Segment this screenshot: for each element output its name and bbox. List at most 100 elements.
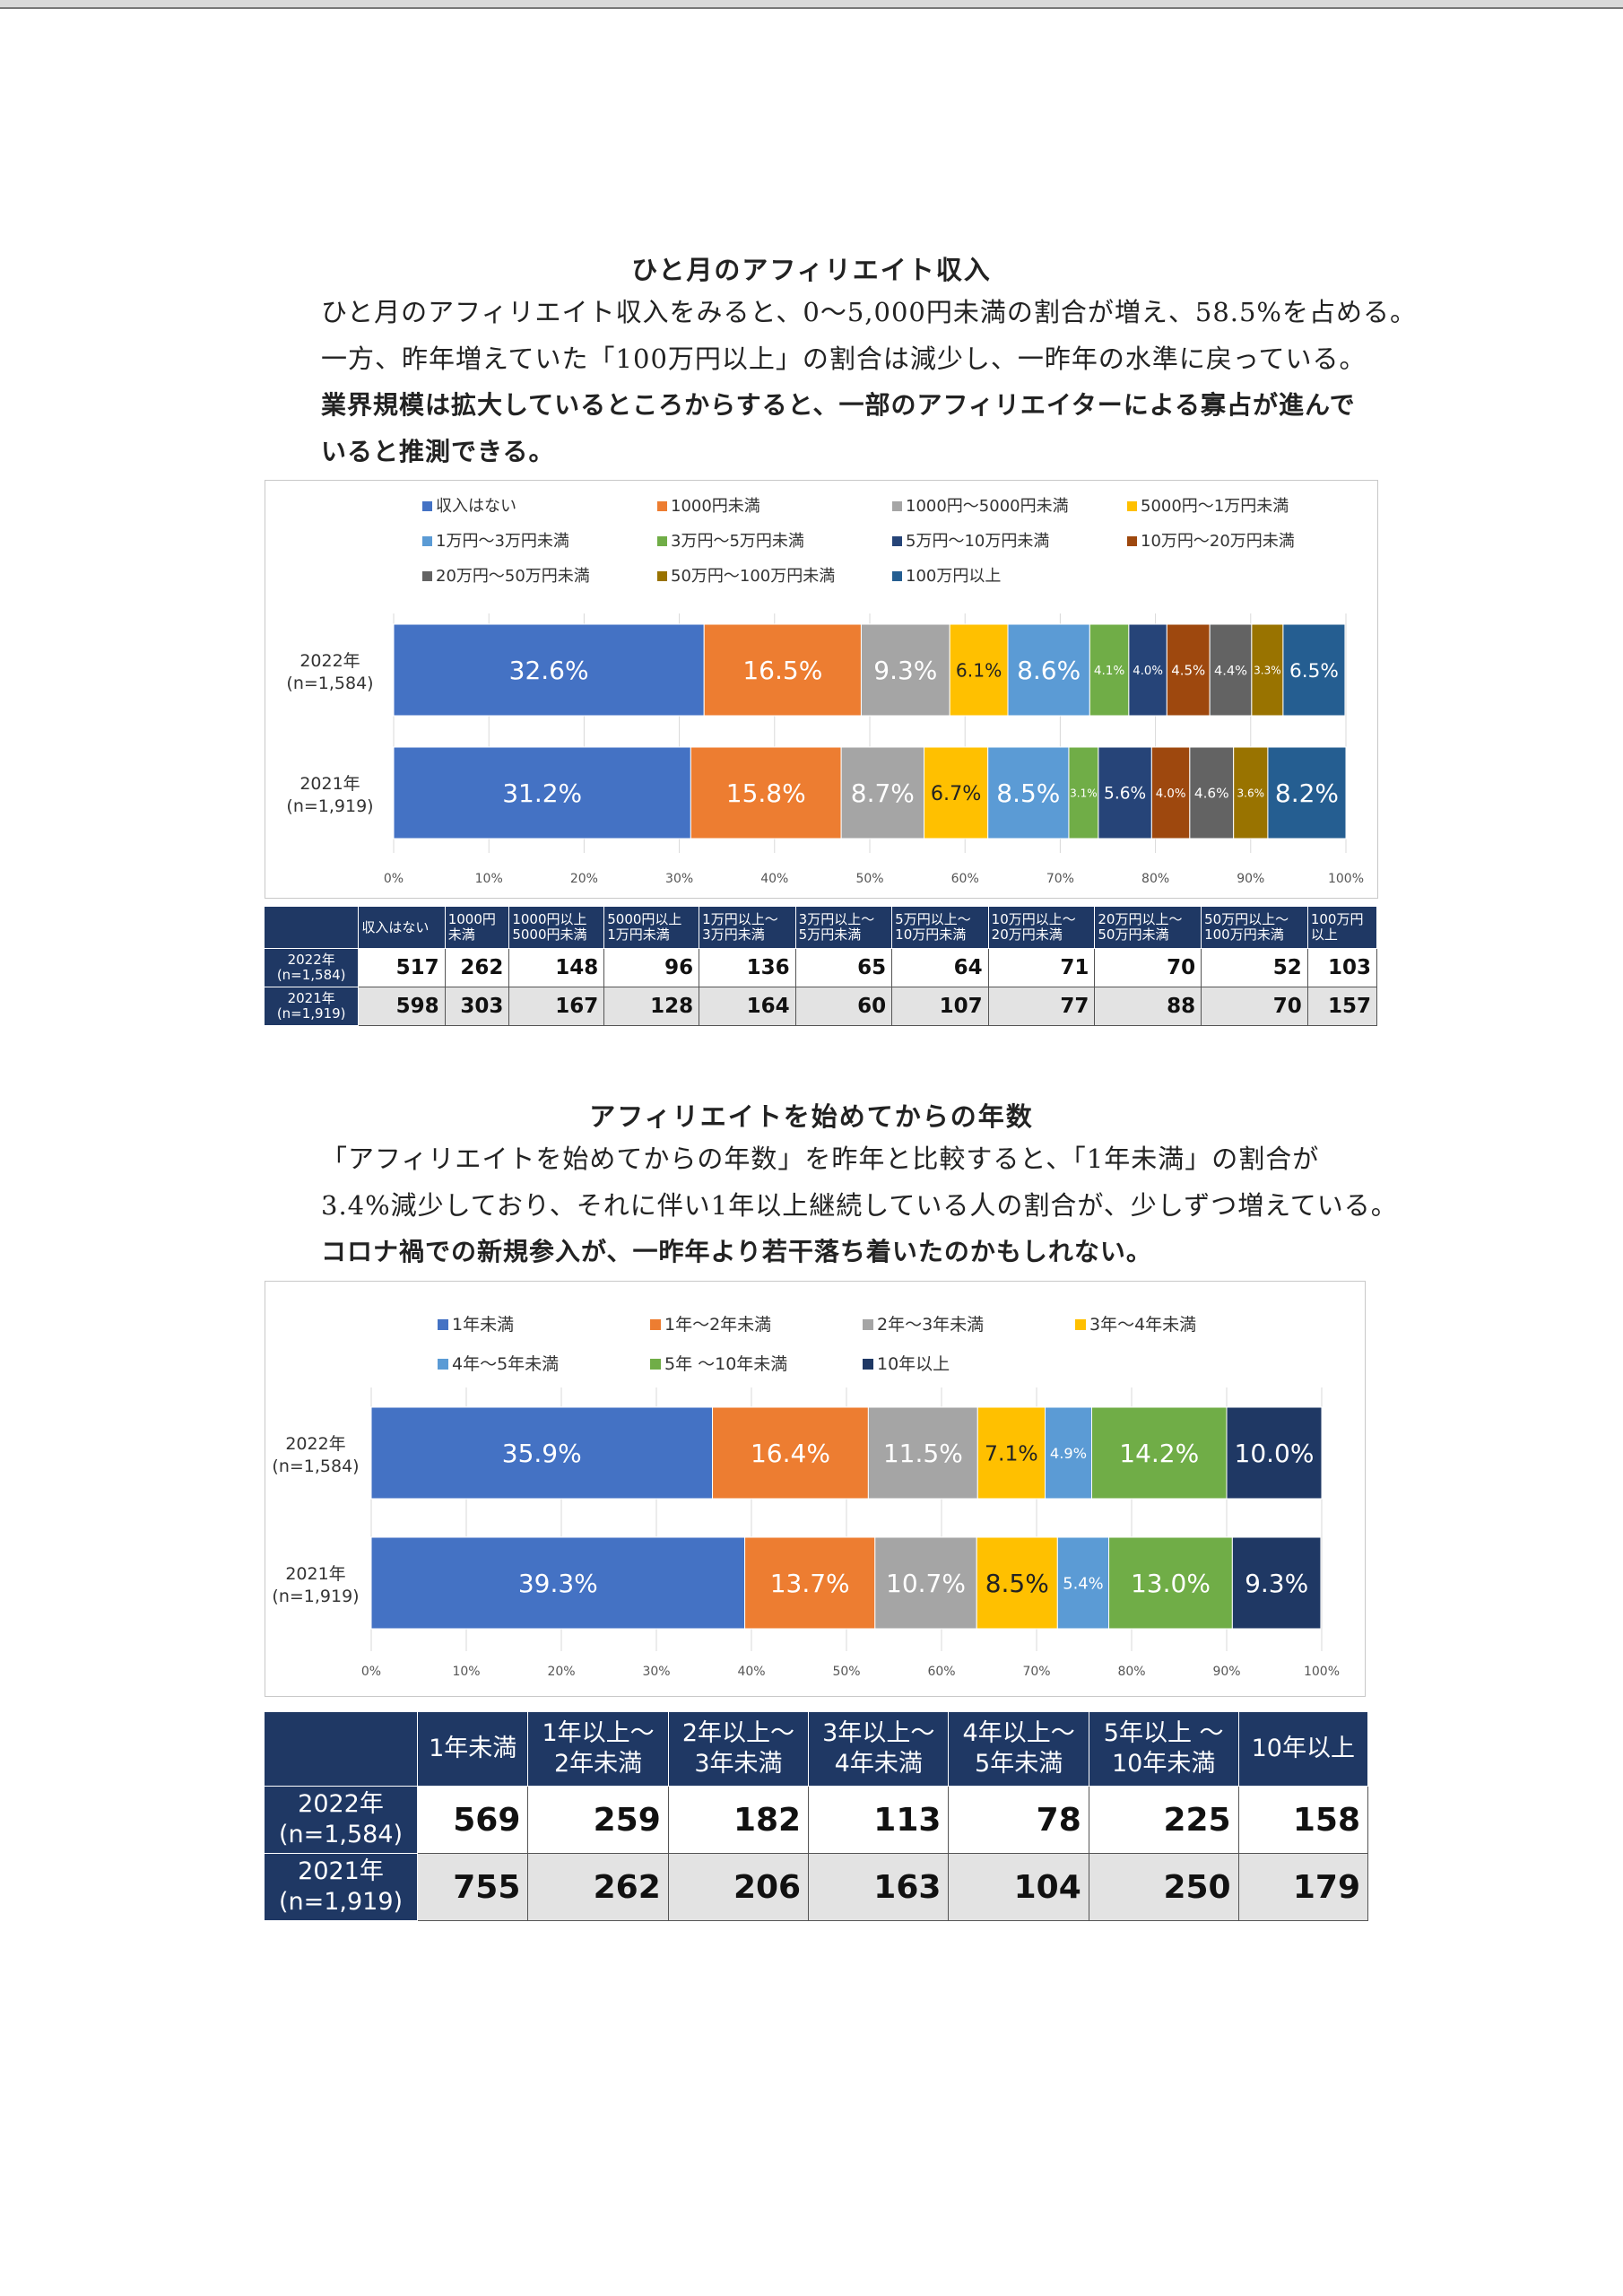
data-label: 6.7%	[931, 782, 981, 805]
data-label: 8.2%	[1275, 778, 1339, 808]
bar-segment	[712, 1406, 869, 1500]
bar-segment	[976, 1536, 1058, 1630]
column-header: 1000円 未満	[444, 906, 510, 949]
data-label: 4.6%	[1194, 785, 1229, 801]
data-label: 5.4%	[1063, 1574, 1103, 1593]
table-cell: 225	[1088, 1786, 1239, 1854]
category-label: 2021年(n=1,919)	[286, 774, 373, 816]
bar-segment	[1098, 746, 1152, 839]
data-label: 15.8%	[726, 778, 806, 808]
section2-line3: コロナ禍での新規参入が、一昨年より若干落ち着いたのかもしれない。	[321, 1237, 1152, 1266]
legend-swatch	[657, 501, 667, 511]
bar-segment	[874, 1536, 977, 1630]
x-tick-label: 100%	[1304, 1665, 1340, 1679]
income-table: 収入はない 1000円 未満 1000円以上 5000円未満 5000円以上 1万円未満 1万…	[263, 906, 1378, 1026]
x-tick-label: 100%	[1328, 872, 1364, 886]
data-label: 13.0%	[1131, 1569, 1211, 1598]
legend-label: 100万円以上	[906, 567, 1001, 586]
legend-label: 1万円〜3万円未満	[436, 532, 569, 551]
table-cell: 113	[808, 1786, 950, 1854]
bar-segment	[1233, 746, 1269, 839]
data-label: 32.6%	[509, 656, 589, 685]
table-cell: 250	[1088, 1853, 1239, 1921]
data-label: 39.3%	[518, 1569, 598, 1598]
legend-label: 収入はない	[436, 497, 516, 516]
legend-label: 1年〜2年未満	[664, 1315, 771, 1335]
bar-segment	[1056, 1536, 1110, 1630]
legend-swatch	[422, 571, 432, 581]
data-label: 14.2%	[1119, 1439, 1199, 1468]
table-cell: 182	[667, 1786, 810, 1854]
bar-segment	[1045, 1406, 1092, 1500]
section1-line4: いると推測できる。	[321, 437, 555, 466]
bar-segment	[393, 623, 705, 717]
table-cell: 167	[508, 987, 605, 1026]
column-header: 5万円以上〜 10万円未満	[891, 906, 989, 949]
legend-swatch	[892, 501, 902, 511]
table-corner	[264, 1711, 418, 1787]
category-label: 2021年(n=1,919)	[272, 1564, 359, 1606]
table-cell: 107	[891, 987, 989, 1026]
table-cell: 157	[1306, 987, 1378, 1026]
bar-segment	[860, 623, 950, 717]
table-cell: 569	[416, 1786, 529, 1854]
column-header: 1000円以上 5000円未満	[508, 906, 605, 949]
table-cell: 104	[948, 1853, 1089, 1921]
scan-top-edge	[0, 0, 1623, 9]
table-cell: 136	[699, 948, 796, 987]
x-tick-label: 20%	[547, 1665, 575, 1679]
row-header: 2021年 (n=1,919)	[264, 1853, 418, 1921]
bar-segment	[1209, 623, 1253, 717]
table-cell: 65	[794, 948, 893, 987]
data-label: 4.0%	[1133, 665, 1163, 678]
years-chart: 1年未満 1年〜2年未満 2年〜3年未満 3年〜4年未満 4年〜5年未満 5年 〜10年未…	[265, 1281, 1366, 1697]
column-header: 1年以上〜 2年未満	[527, 1711, 669, 1787]
data-label: 4.5%	[1171, 662, 1205, 678]
x-tick-label: 60%	[951, 872, 979, 886]
bar-segment	[1068, 746, 1099, 839]
table-row: 2021年 (n=1,919) 598 303 167 128 164 60 107 77 88 70…	[263, 987, 1378, 1026]
x-tick-label: 60%	[927, 1665, 955, 1679]
x-tick-label: 50%	[832, 1665, 860, 1679]
table-corner	[263, 906, 360, 949]
table-cell: 52	[1201, 948, 1308, 987]
data-label: 4.4%	[1214, 663, 1247, 678]
x-tick-label: 10%	[452, 1665, 480, 1679]
years-chart-svg: 1年未満 1年〜2年未満 2年〜3年未満 3年〜4年未満 4年〜5年未満 5年 〜10年未…	[272, 1315, 1340, 1679]
legend-swatch	[657, 571, 667, 581]
legend-label: 3万円〜5万円未満	[671, 532, 804, 551]
x-tick-label: 90%	[1212, 1665, 1240, 1679]
legend-label: 3年〜4年未満	[1089, 1315, 1196, 1335]
bar-segment	[690, 746, 842, 839]
data-label: 9.3%	[873, 656, 937, 685]
bar-segment	[949, 623, 1009, 717]
data-label: 35.9%	[502, 1439, 582, 1468]
data-label: 7.1%	[985, 1440, 1038, 1465]
column-header: 1年未満	[416, 1711, 529, 1787]
bar-segment	[370, 1406, 714, 1500]
data-label: 8.7%	[851, 778, 915, 808]
x-tick-label: 0%	[384, 872, 404, 886]
x-tick-label: 90%	[1237, 872, 1264, 886]
column-header: 3年以上〜 4年未満	[808, 1711, 950, 1787]
data-label: 10.7%	[886, 1569, 966, 1598]
table-cell: 262	[444, 948, 510, 987]
legend-label: 20万円〜50万円未満	[436, 567, 590, 586]
legend-label: 5000円〜1万円未満	[1141, 497, 1289, 516]
x-tick-label: 30%	[642, 1665, 670, 1679]
bar-segment	[1282, 623, 1346, 717]
column-header: 10年以上	[1237, 1711, 1369, 1787]
bar-segment	[1189, 746, 1235, 839]
bar-segment	[1108, 1536, 1233, 1630]
income-chart-svg: 収入はない 1000円未満 1000円〜5000円未満 5000円〜1万円未満 1万円〜…	[286, 497, 1364, 886]
legend-label: 4年〜5年未満	[452, 1354, 559, 1374]
table-cell: 755	[416, 1853, 529, 1921]
section1-line3: 業界規模は拡大しているところからすると、一部のアフィリエイターによる寡占が進んで	[321, 390, 1356, 420]
table-cell: 158	[1237, 1786, 1369, 1854]
x-tick-label: 80%	[1141, 872, 1169, 886]
bar-segment	[924, 746, 989, 839]
table-cell: 71	[987, 948, 1096, 987]
data-label: 3.3%	[1254, 664, 1281, 676]
bar-segment	[1128, 623, 1167, 717]
table-cell: 259	[527, 1786, 669, 1854]
